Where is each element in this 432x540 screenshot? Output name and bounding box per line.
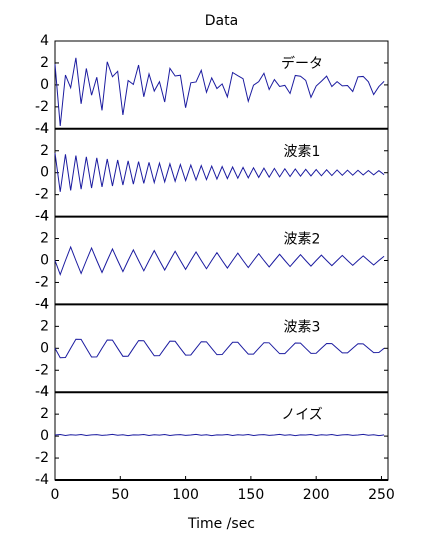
- y-tick-label: 0: [40, 165, 49, 181]
- y-tick-label: -4: [35, 121, 49, 137]
- x-tick-label: 0: [51, 487, 60, 503]
- axes-box: [54, 216, 389, 305]
- data-line: [54, 152, 385, 192]
- y-tick-label: 4: [40, 384, 49, 400]
- chart-title: Data: [205, 13, 238, 29]
- y-tick-label: -2: [35, 450, 49, 466]
- y-tick-label: 2: [40, 143, 49, 159]
- y-tick-label: -2: [35, 362, 49, 378]
- y-tick-label: 0: [40, 253, 49, 269]
- x-axis-label: Time /sec: [187, 516, 255, 532]
- y-tick-label: 4: [40, 296, 49, 312]
- y-tick-label: 4: [40, 121, 49, 137]
- axes-box: [54, 303, 389, 393]
- panel-label: 波素2: [284, 232, 321, 248]
- data-line: [54, 338, 385, 359]
- y-tick-label: -4: [35, 384, 49, 400]
- axes-box: [54, 391, 389, 481]
- panel-label: データ: [281, 55, 323, 72]
- data-line: [54, 433, 385, 437]
- data-line: [54, 57, 385, 126]
- x-tick-label: 200: [303, 487, 330, 503]
- y-tick-label: 0: [40, 77, 49, 93]
- data-line: [54, 245, 385, 276]
- x-tick-label: 150: [238, 487, 265, 503]
- x-tick-label: 50: [111, 487, 129, 503]
- y-tick-label: 0: [40, 340, 49, 356]
- y-tick-label: 2: [40, 231, 49, 247]
- panel-label: 波素3: [284, 319, 321, 335]
- y-tick-label: 2: [40, 55, 49, 71]
- y-tick-label: -4: [35, 472, 49, 488]
- y-tick-label: 4: [40, 33, 49, 49]
- y-tick-label: 4: [40, 209, 49, 225]
- y-tick-label: -2: [35, 187, 49, 203]
- x-tick-label: 250: [368, 487, 395, 503]
- panel-label: 波素1: [284, 144, 321, 160]
- y-tick-label: -2: [35, 99, 49, 115]
- y-tick-label: -4: [35, 296, 49, 312]
- y-tick-label: -4: [35, 209, 49, 225]
- panel-label: ノイズ: [281, 407, 323, 423]
- y-tick-label: 0: [40, 428, 49, 444]
- y-tick-label: -2: [35, 274, 49, 290]
- x-tick-label: 100: [172, 487, 199, 503]
- y-tick-label: 2: [40, 318, 49, 334]
- y-tick-label: 2: [40, 406, 49, 422]
